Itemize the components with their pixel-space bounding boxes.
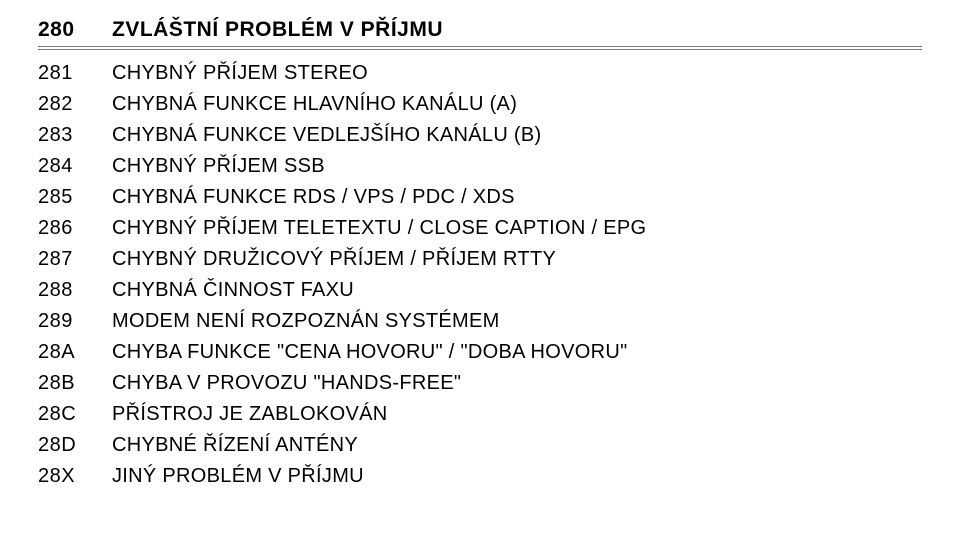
table-row: 289 MODEM NENÍ ROZPOZNÁN SYSTÉMEM (38, 306, 922, 337)
table-row: 285 CHYBNÁ FUNKCE RDS / VPS / PDC / XDS (38, 182, 922, 213)
row-desc: MODEM NENÍ ROZPOZNÁN SYSTÉMEM (112, 310, 500, 333)
table-row: 28B CHYBA V PROVOZU "HANDS-FREE" (38, 368, 922, 399)
table-row: 28C PŘÍSTROJ JE ZABLOKOVÁN (38, 399, 922, 430)
section-header-row: 280 ZVLÁŠTNÍ PROBLÉM V PŘÍJMU (38, 18, 922, 44)
row-desc: CHYBA V PROVOZU "HANDS-FREE" (112, 372, 461, 395)
row-code: 285 (38, 186, 88, 209)
row-desc: CHYBA FUNKCE "CENA HOVORU" / "DOBA HOVOR… (112, 341, 628, 364)
table-row: 281 CHYBNÝ PŘÍJEM STEREO (38, 58, 922, 89)
row-code: 28X (38, 465, 88, 488)
row-desc: CHYBNÁ FUNKCE RDS / VPS / PDC / XDS (112, 186, 515, 209)
row-desc: CHYBNÝ PŘÍJEM STEREO (112, 62, 368, 85)
table-row: 282 CHYBNÁ FUNKCE HLAVNÍHO KANÁLU (A) (38, 89, 922, 120)
section-title: ZVLÁŠTNÍ PROBLÉM V PŘÍJMU (112, 18, 443, 42)
row-code: 283 (38, 124, 88, 147)
row-code: 282 (38, 93, 88, 116)
row-desc: CHYBNÁ FUNKCE VEDLEJŠÍHO KANÁLU (B) (112, 124, 541, 147)
row-code: 287 (38, 248, 88, 271)
row-desc: JINÝ PROBLÉM V PŘÍJMU (112, 465, 364, 488)
divider-double (38, 46, 922, 52)
row-code: 28C (38, 403, 88, 426)
row-desc: CHYBNÁ ČINNOST FAXU (112, 279, 354, 302)
row-code: 281 (38, 62, 88, 85)
row-desc: CHYBNÝ PŘÍJEM TELETEXTU / CLOSE CAPTION … (112, 217, 646, 240)
table-row: 287 CHYBNÝ DRUŽICOVÝ PŘÍJEM / PŘÍJEM RTT… (38, 244, 922, 275)
table-row: 28X JINÝ PROBLÉM V PŘÍJMU (38, 461, 922, 492)
row-code: 288 (38, 279, 88, 302)
table-row: 284 CHYBNÝ PŘÍJEM SSB (38, 151, 922, 182)
row-code: 28D (38, 434, 88, 457)
row-code: 28B (38, 372, 88, 395)
row-desc: CHYBNÝ PŘÍJEM SSB (112, 155, 325, 178)
row-desc: CHYBNÝ DRUŽICOVÝ PŘÍJEM / PŘÍJEM RTTY (112, 248, 556, 271)
divider-line (38, 49, 922, 52)
document-page: 280 ZVLÁŠTNÍ PROBLÉM V PŘÍJMU 281 CHYBNÝ… (0, 0, 960, 492)
table-row: 28A CHYBA FUNKCE "CENA HOVORU" / "DOBA H… (38, 337, 922, 368)
table-row: 283 CHYBNÁ FUNKCE VEDLEJŠÍHO KANÁLU (B) (38, 120, 922, 151)
row-desc: CHYBNÁ FUNKCE HLAVNÍHO KANÁLU (A) (112, 93, 517, 116)
table-row: 28D CHYBNÉ ŘÍZENÍ ANTÉNY (38, 430, 922, 461)
row-code: 284 (38, 155, 88, 178)
section-code: 280 (38, 18, 88, 42)
row-code: 289 (38, 310, 88, 333)
rows-container: 281 CHYBNÝ PŘÍJEM STEREO 282 CHYBNÁ FUNK… (38, 58, 922, 492)
row-code: 28A (38, 341, 88, 364)
row-desc: CHYBNÉ ŘÍZENÍ ANTÉNY (112, 434, 358, 457)
table-row: 288 CHYBNÁ ČINNOST FAXU (38, 275, 922, 306)
row-desc: PŘÍSTROJ JE ZABLOKOVÁN (112, 403, 388, 426)
table-row: 286 CHYBNÝ PŘÍJEM TELETEXTU / CLOSE CAPT… (38, 213, 922, 244)
row-code: 286 (38, 217, 88, 240)
